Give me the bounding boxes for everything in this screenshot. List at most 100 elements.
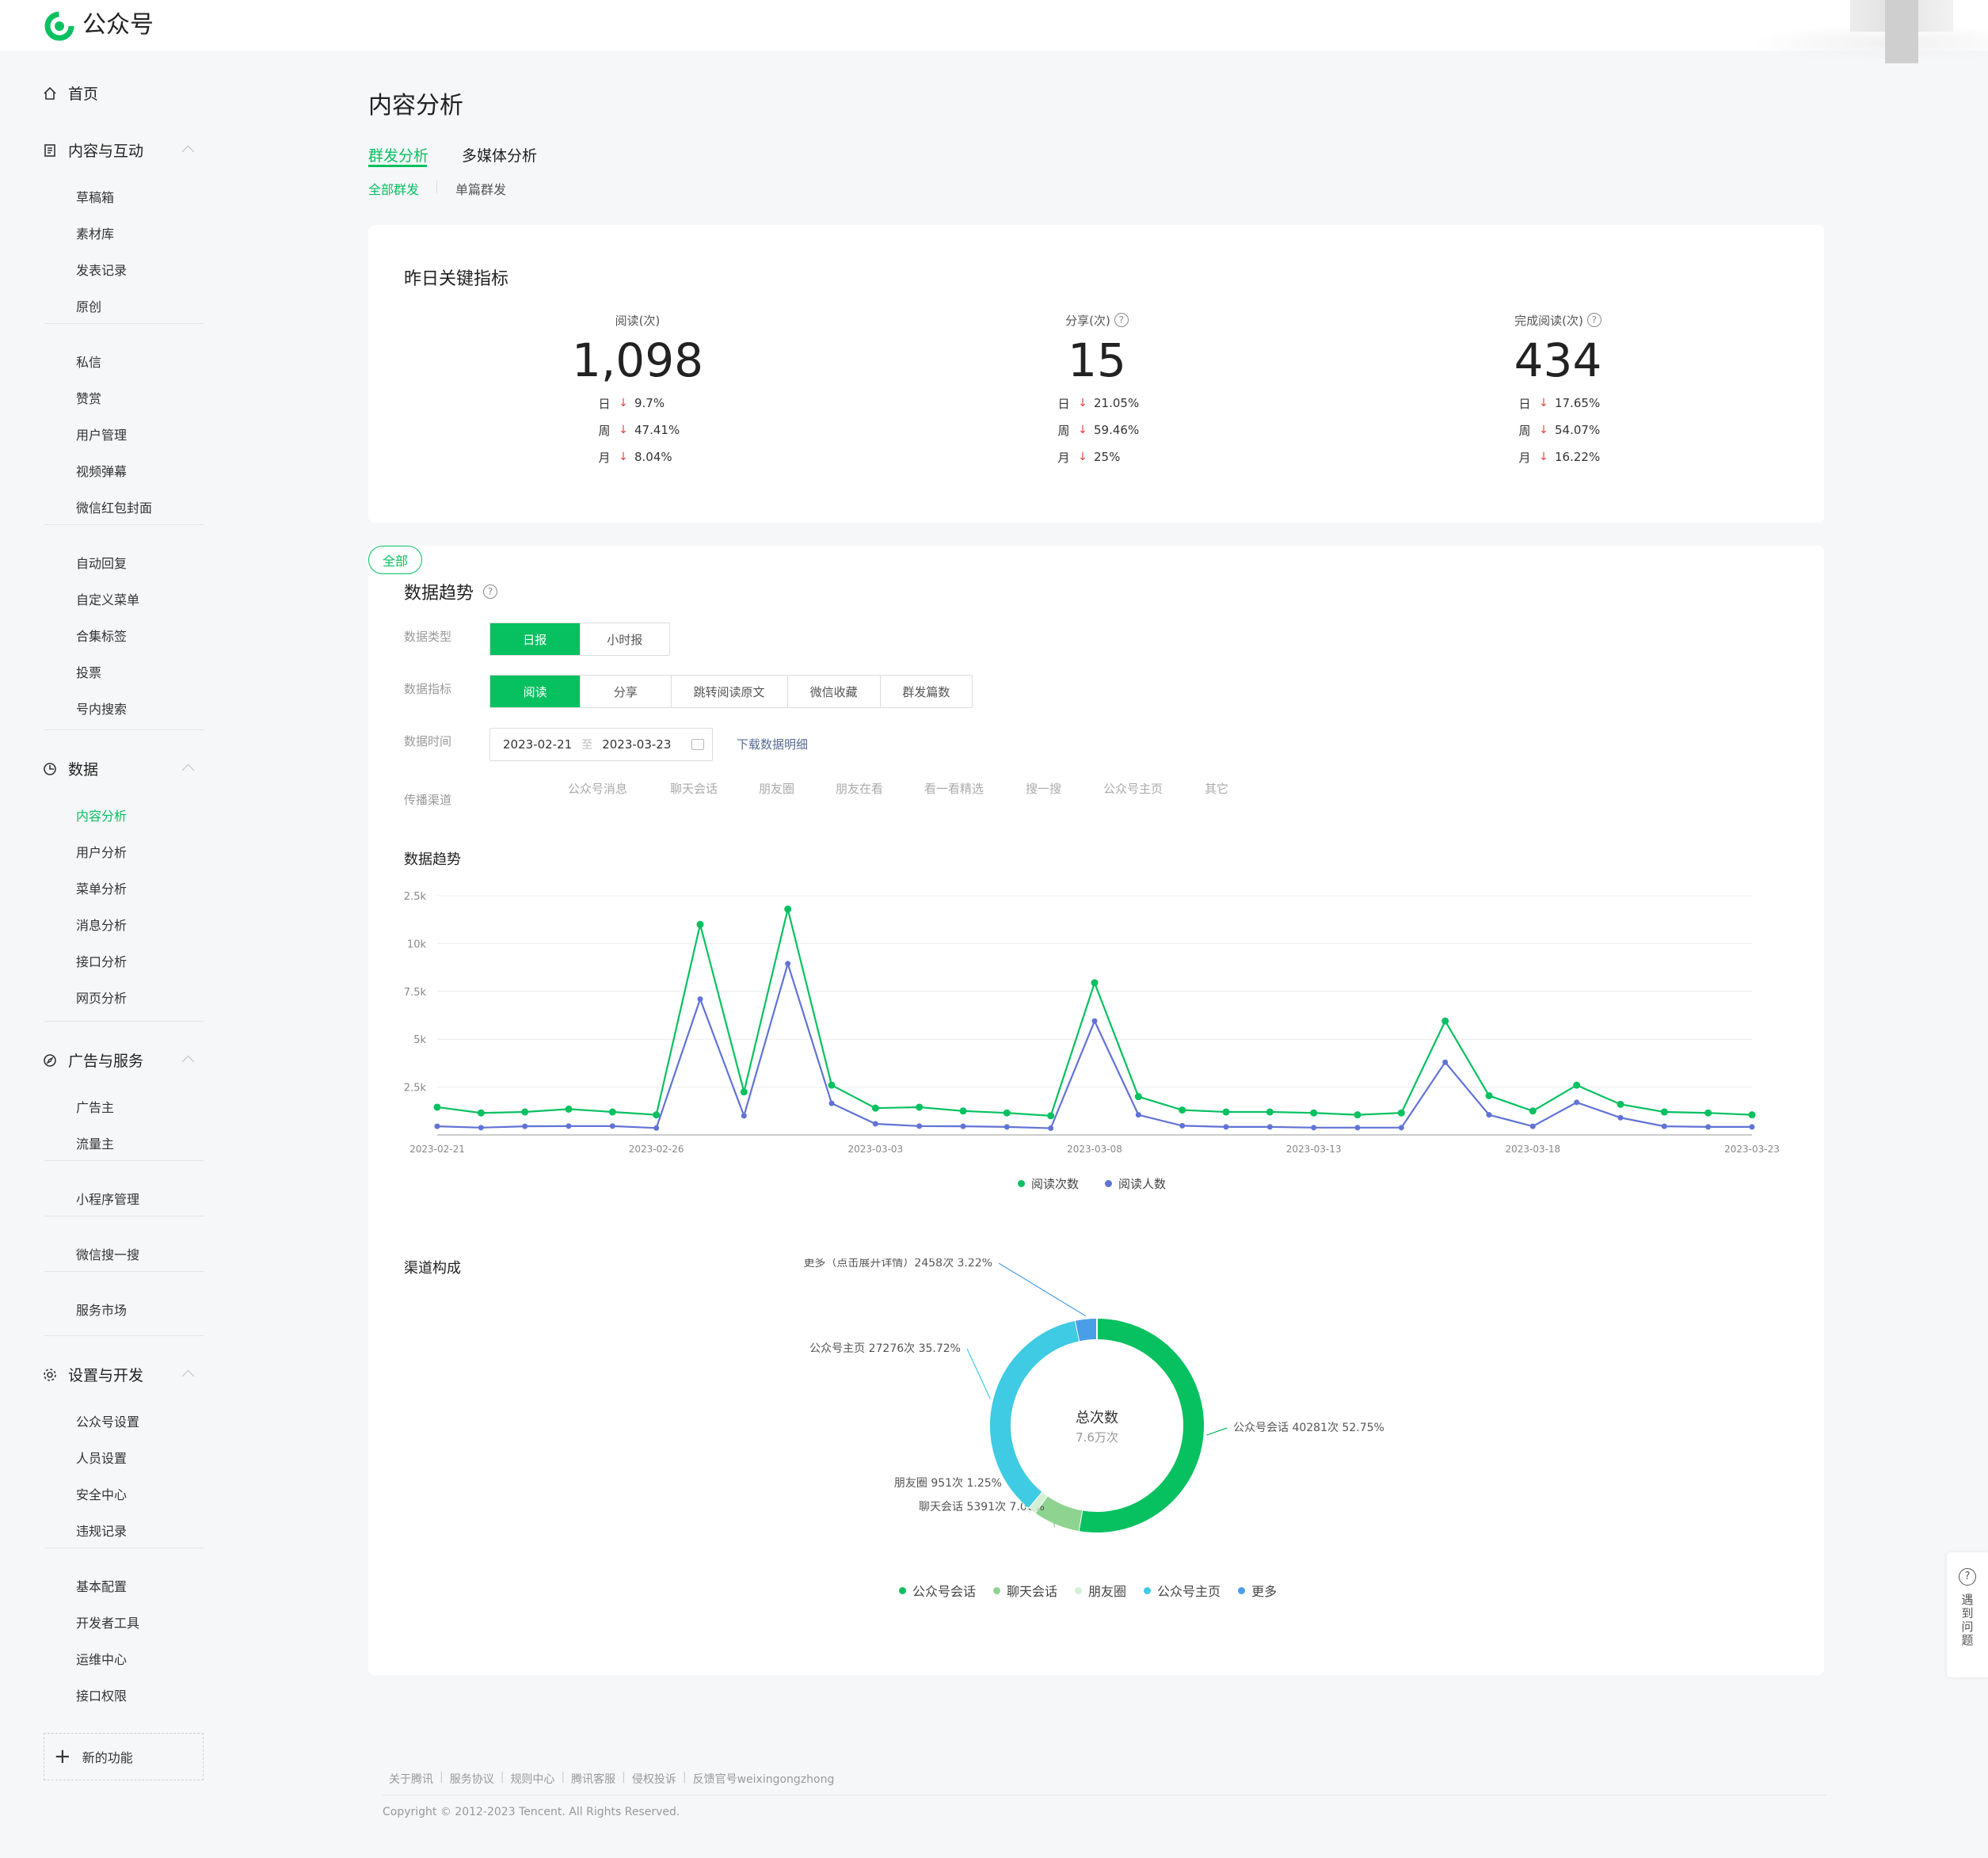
data-point[interactable] [1134, 1093, 1142, 1101]
account-avatar[interactable] [1885, 0, 1918, 63]
data-point[interactable] [1135, 1112, 1141, 1118]
sidebar-item[interactable]: 用户分析 [76, 845, 128, 860]
metric-read-original[interactable]: 跳转阅读原文 [672, 676, 788, 707]
sidebar-item[interactable]: 投票 [76, 665, 102, 680]
data-point[interactable] [1003, 1109, 1011, 1117]
help-float-button[interactable]: ? 遇到问题 [1947, 1552, 1988, 1677]
chevron-up-icon[interactable] [181, 1055, 195, 1068]
data-point[interactable] [1704, 1109, 1712, 1117]
sidebar-item[interactable]: 小程序管理 [76, 1192, 140, 1207]
sidebar-item[interactable]: 私信 [76, 355, 102, 370]
subtab-single-send[interactable]: 单篇群发 [455, 182, 507, 197]
donut-slice[interactable] [1078, 1319, 1204, 1532]
sidebar-section-settings-dev[interactable]: 设置与开发 [43, 1364, 143, 1385]
chevron-up-icon[interactable] [181, 763, 195, 777]
footer-link[interactable]: 关于腾讯 [389, 1773, 433, 1786]
tab-group-send-analysis[interactable]: 群发分析 [368, 147, 429, 165]
data-point[interactable] [565, 1105, 573, 1113]
channel-chip-all[interactable]: 全部 [368, 546, 422, 574]
data-point[interactable] [1266, 1108, 1274, 1116]
sidebar-item[interactable]: 人员设置 [76, 1451, 128, 1466]
sidebar-item[interactable]: 运维中心 [76, 1652, 128, 1667]
data-point[interactable] [1442, 1059, 1449, 1065]
sidebar-item[interactable]: 草稿箱 [76, 190, 115, 205]
data-point[interactable] [1617, 1114, 1624, 1121]
help-icon[interactable]: ? [483, 584, 498, 599]
data-point[interactable] [609, 1123, 615, 1129]
data-point[interactable] [697, 996, 703, 1002]
legend-item-more[interactable]: 更多 [1238, 1581, 1277, 1600]
data-point[interactable] [566, 1123, 572, 1129]
footer-link[interactable]: 反馈官号weixingongzhong [692, 1773, 835, 1786]
data-point[interactable] [828, 1100, 835, 1106]
data-point[interactable] [828, 1081, 836, 1089]
chevron-up-icon[interactable] [181, 145, 195, 158]
data-point[interactable] [522, 1123, 528, 1129]
sidebar-item[interactable]: 微信搜一搜 [76, 1247, 140, 1262]
data-point[interactable] [784, 905, 792, 913]
sidebar-item[interactable]: 消息分析 [76, 918, 128, 933]
data-point[interactable] [1749, 1124, 1755, 1130]
new-feature-button[interactable]: + 新的功能 [44, 1733, 204, 1780]
legend-item-chat[interactable]: 聊天会话 [993, 1581, 1057, 1600]
metric-read[interactable]: 阅读 [490, 676, 581, 707]
sidebar-item[interactable]: 合集标签 [76, 629, 128, 644]
data-point[interactable] [1617, 1100, 1624, 1108]
data-point[interactable] [1091, 1018, 1098, 1024]
sidebar-item[interactable]: 接口权限 [76, 1689, 128, 1704]
sidebar-item[interactable]: 公众号设置 [76, 1414, 140, 1430]
sidebar-section-ads-services[interactable]: 广告与服务 [43, 1049, 143, 1071]
channel-chip-friends-watching[interactable]: 朋友在看 [836, 782, 884, 796]
legend-read-count[interactable]: 阅读次数 [1018, 1175, 1079, 1192]
metric-share[interactable]: 分享 [581, 676, 672, 707]
sidebar-item[interactable]: 网页分析 [76, 991, 128, 1006]
data-point[interactable] [1748, 1111, 1756, 1119]
option-hourly[interactable]: 小时报 [607, 632, 643, 647]
data-point[interactable] [477, 1109, 485, 1117]
data-point[interactable] [1310, 1109, 1318, 1117]
data-point[interactable] [785, 961, 791, 967]
sidebar-item[interactable]: 服务市场 [76, 1303, 128, 1318]
sidebar-item[interactable]: 开发者工具 [76, 1616, 140, 1631]
chevron-up-icon[interactable] [181, 1369, 195, 1383]
metric-send-count[interactable]: 群发篇数 [902, 684, 950, 699]
data-point[interactable] [1660, 1108, 1668, 1116]
data-point[interactable] [1661, 1123, 1667, 1129]
data-point[interactable] [1441, 1017, 1449, 1025]
sidebar-item[interactable]: 素材库 [76, 227, 115, 242]
channel-chip-account-home[interactable]: 公众号主页 [1103, 782, 1163, 796]
footer-link[interactable]: 规则中心 [510, 1773, 555, 1786]
data-point[interactable] [1529, 1107, 1537, 1115]
sidebar-item[interactable]: 原创 [76, 299, 102, 314]
legend-reader-count[interactable]: 阅读人数 [1105, 1175, 1166, 1192]
data-point[interactable] [1485, 1091, 1493, 1099]
data-point[interactable] [1266, 1124, 1273, 1130]
footer-link[interactable]: 服务协议 [449, 1773, 494, 1786]
sidebar-item[interactable]: 视频弹幕 [76, 464, 128, 479]
data-point[interactable] [1486, 1112, 1492, 1118]
data-point[interactable] [433, 1103, 441, 1111]
sidebar-section-content-interaction[interactable]: 内容与互动 [43, 139, 143, 161]
sidebar-item[interactable]: 广告主 [76, 1100, 115, 1115]
data-point[interactable] [1047, 1112, 1055, 1120]
data-point[interactable] [478, 1125, 484, 1131]
data-point[interactable] [872, 1121, 878, 1127]
data-point[interactable] [916, 1103, 924, 1111]
data-point[interactable] [1398, 1125, 1404, 1131]
data-point[interactable] [1311, 1125, 1317, 1131]
data-point[interactable] [916, 1123, 923, 1129]
sidebar-item[interactable]: 自定义菜单 [76, 592, 140, 607]
sidebar-item-home[interactable]: 首页 [43, 82, 98, 104]
channel-chip-top-stories[interactable]: 看一看精选 [924, 782, 984, 796]
sidebar-item[interactable]: 用户管理 [76, 428, 128, 443]
data-point[interactable] [653, 1125, 660, 1131]
data-point[interactable] [653, 1111, 661, 1119]
data-point[interactable] [608, 1108, 616, 1116]
data-point[interactable] [1222, 1108, 1230, 1116]
data-point[interactable] [1048, 1125, 1054, 1132]
donut-slice[interactable] [1075, 1319, 1098, 1342]
sidebar-item[interactable]: 号内搜索 [76, 702, 128, 717]
legend-item-account-home[interactable]: 公众号主页 [1144, 1581, 1221, 1600]
sidebar-item[interactable]: 自动回复 [76, 556, 128, 571]
sidebar-section-data[interactable]: 数据 [43, 758, 98, 779]
